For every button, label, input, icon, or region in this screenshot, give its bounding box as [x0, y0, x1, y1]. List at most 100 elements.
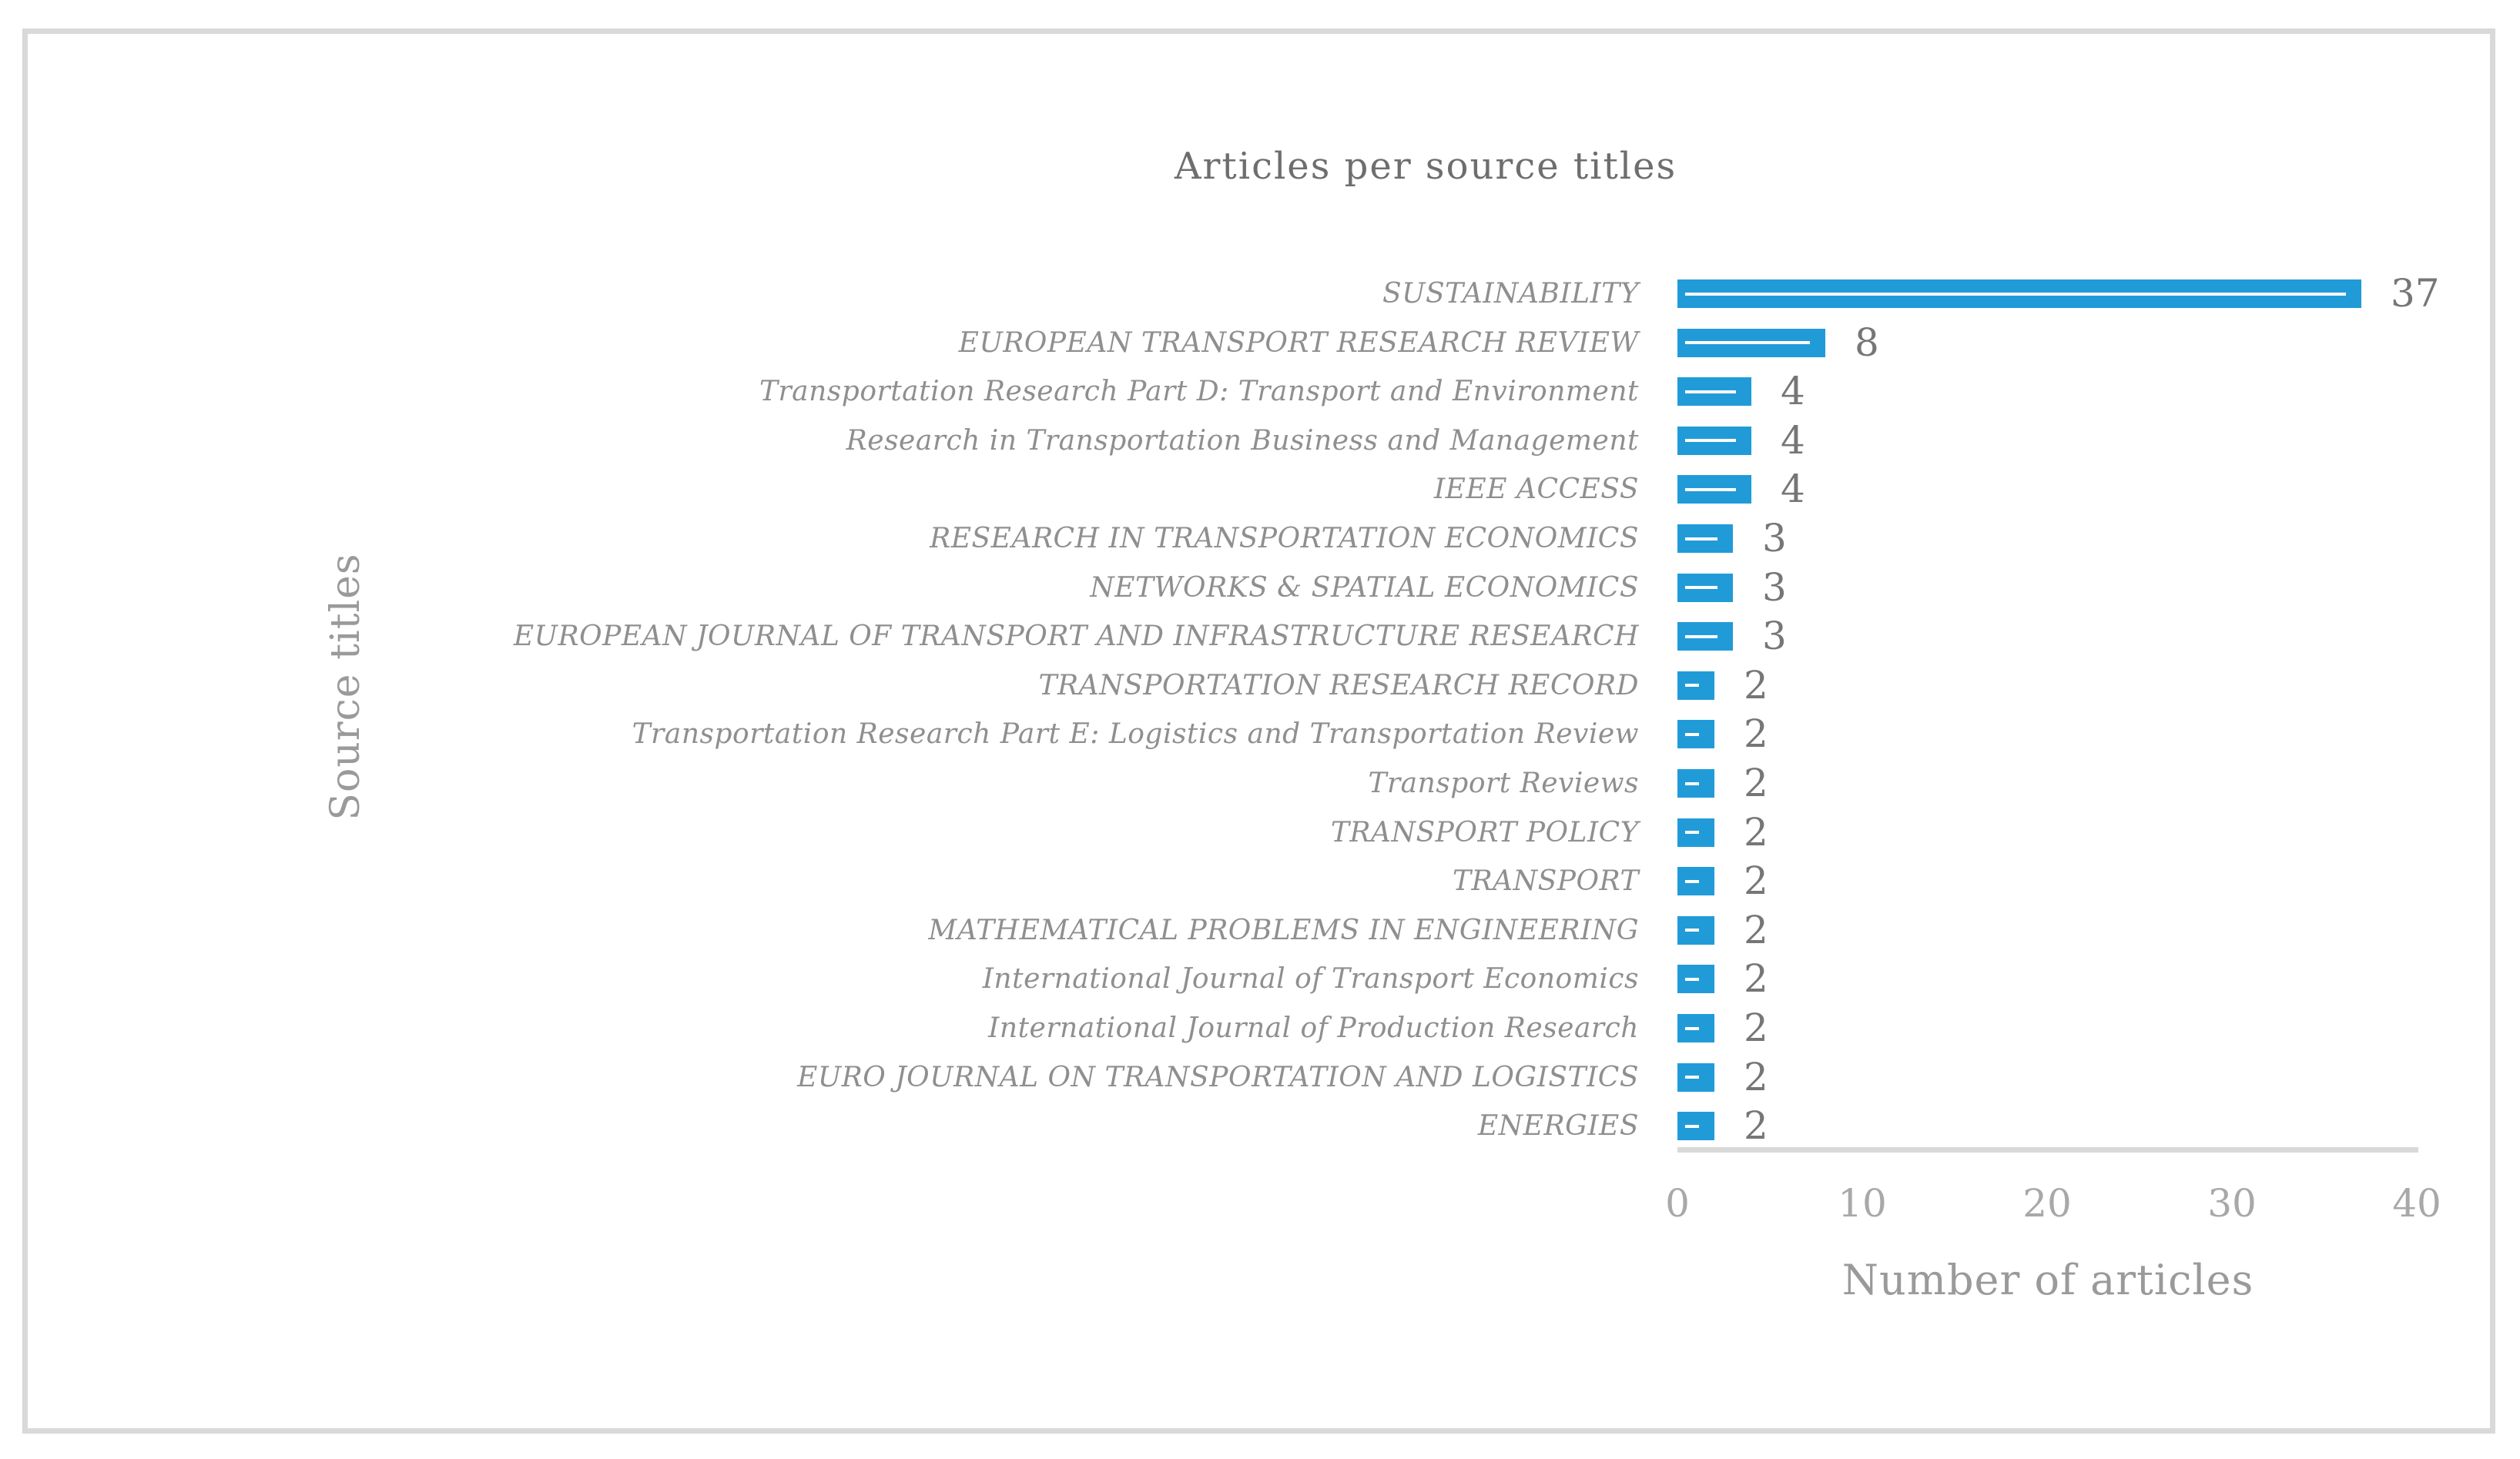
- category-label: Transportation Research Part D: Transpor…: [759, 376, 1639, 408]
- bar-row: MATHEMATICAL PROBLEMS IN ENGINEERING 2: [0, 907, 2520, 952]
- bar-row: TRANSPORTATION RESEARCH RECORD 2: [0, 662, 2520, 708]
- bar-highlight-stripe: [1685, 487, 1736, 491]
- bar-highlight-stripe: [1685, 781, 1699, 785]
- bar: [1677, 818, 1714, 847]
- value-label: 3: [1762, 564, 1787, 610]
- bar-highlight-stripe: [1685, 341, 1810, 345]
- bar-highlight-stripe: [1685, 634, 1717, 638]
- x-axis-line: [1677, 1147, 2418, 1153]
- value-label: 37: [2391, 271, 2440, 316]
- value-label: 8: [1855, 320, 1879, 365]
- bar-highlight-stripe: [1685, 537, 1717, 540]
- category-label: International Journal of Transport Econo…: [982, 963, 1639, 996]
- bar-row: EURO JOURNAL ON TRANSPORTATION AND LOGIS…: [0, 1054, 2520, 1099]
- bar-highlight-stripe: [1685, 586, 1717, 590]
- bar: [1677, 769, 1714, 798]
- bar: [1677, 965, 1714, 994]
- category-label: EUROPEAN JOURNAL OF TRANSPORT AND INFRAS…: [513, 621, 1639, 653]
- bar-row: International Journal of Transport Econo…: [0, 956, 2520, 1002]
- x-tick-label: 40: [2392, 1181, 2441, 1226]
- value-label: 3: [1762, 614, 1787, 659]
- bar-highlight-stripe: [1685, 977, 1699, 981]
- value-label: 2: [1744, 1103, 1768, 1149]
- bar-row: EUROPEAN JOURNAL OF TRANSPORT AND INFRAS…: [0, 614, 2520, 659]
- x-tick-label: 0: [1665, 1181, 1690, 1226]
- bar-row: IEEE ACCESS 4: [0, 467, 2520, 512]
- category-label: MATHEMATICAL PROBLEMS IN ENGINEERING: [928, 914, 1639, 946]
- category-label: EURO JOURNAL ON TRANSPORTATION AND LOGIS…: [797, 1061, 1639, 1093]
- bar-highlight-stripe: [1685, 1026, 1699, 1030]
- category-label: Transport Reviews: [1368, 768, 1639, 799]
- value-label: 4: [1781, 417, 1805, 463]
- bar: [1677, 1014, 1714, 1042]
- category-label: EUROPEAN TRANSPORT RESEARCH REVIEW: [958, 326, 1639, 359]
- bar-highlight-stripe: [1685, 929, 1699, 932]
- category-label: Research in Transportation Business and …: [846, 424, 1639, 457]
- value-label: 3: [1762, 516, 1787, 561]
- bar-highlight-stripe: [1685, 292, 2346, 296]
- category-label: TRANSPORT: [1453, 865, 1639, 898]
- bar-row: ENERGIES 2: [0, 1103, 2520, 1149]
- bar: [1677, 720, 1714, 749]
- bar: [1677, 524, 1733, 553]
- value-label: 2: [1744, 711, 1768, 757]
- bar: [1677, 1112, 1714, 1141]
- value-label: 4: [1781, 467, 1805, 512]
- bar-row: International Journal of Production Rese…: [0, 1006, 2520, 1050]
- x-tick-label: 10: [1838, 1181, 1887, 1226]
- bar-highlight-stripe: [1685, 684, 1699, 688]
- bar: [1677, 475, 1751, 504]
- bar: [1677, 328, 1825, 357]
- bar: [1677, 671, 1714, 700]
- bar-highlight-stripe: [1685, 732, 1699, 736]
- category-label: IEEE ACCESS: [1433, 474, 1639, 506]
- category-label: NETWORKS & SPATIAL ECONOMICS: [1090, 571, 1639, 604]
- bar-row: RESEARCH IN TRANSPORTATION ECONOMICS 3: [0, 516, 2520, 561]
- x-axis-title: Number of articles: [1841, 1256, 2254, 1304]
- bar-highlight-stripe: [1685, 1076, 1699, 1079]
- bar-row: Transport Reviews 2: [0, 761, 2520, 805]
- bar: [1677, 279, 2361, 308]
- category-label: RESEARCH IN TRANSPORTATION ECONOMICS: [930, 523, 1639, 554]
- value-label: 2: [1744, 662, 1768, 708]
- x-tick-label: 20: [2022, 1181, 2072, 1226]
- chart-frame: [22, 28, 2495, 1434]
- bar-highlight-stripe: [1685, 831, 1699, 835]
- bar: [1677, 573, 1733, 602]
- bar-row: NETWORKS & SPATIAL ECONOMICS 3: [0, 564, 2520, 610]
- bar-row: Transportation Research Part D: Transpor…: [0, 369, 2520, 414]
- bar: [1677, 426, 1751, 455]
- value-label: 2: [1744, 761, 1768, 805]
- bar-row: TRANSPORT POLICY 2: [0, 809, 2520, 855]
- bar-highlight-stripe: [1685, 439, 1736, 443]
- category-label: TRANSPORT POLICY: [1330, 816, 1639, 848]
- value-label: 2: [1744, 809, 1768, 855]
- bar: [1677, 915, 1714, 945]
- value-label: 2: [1744, 1006, 1768, 1050]
- value-label: 2: [1744, 858, 1768, 904]
- bar-row: TRANSPORT 2: [0, 858, 2520, 904]
- bar-row: Transportation Research Part E: Logistic…: [0, 711, 2520, 757]
- category-label: ENERGIES: [1477, 1110, 1639, 1143]
- category-label: International Journal of Production Rese…: [988, 1012, 1639, 1044]
- bar-highlight-stripe: [1685, 1124, 1699, 1128]
- bar-row: Research in Transportation Business and …: [0, 417, 2520, 463]
- category-label: SUSTAINABILITY: [1382, 278, 1639, 310]
- bar: [1677, 1062, 1714, 1092]
- bar-highlight-stripe: [1685, 390, 1736, 393]
- category-label: Transportation Research Part E: Logistic…: [632, 718, 1639, 751]
- value-label: 4: [1781, 369, 1805, 414]
- value-label: 2: [1744, 1054, 1768, 1099]
- bar-row: SUSTAINABILITY 37: [0, 271, 2520, 316]
- bar: [1677, 622, 1733, 651]
- bar-row: EUROPEAN TRANSPORT RESEARCH REVIEW 8: [0, 320, 2520, 365]
- value-label: 2: [1744, 907, 1768, 952]
- category-label: TRANSPORTATION RESEARCH RECORD: [1038, 669, 1639, 701]
- bar: [1677, 377, 1751, 407]
- chart-title: Articles per source titles: [1174, 145, 1677, 188]
- bar: [1677, 867, 1714, 896]
- value-label: 2: [1744, 956, 1768, 1002]
- x-tick-label: 30: [2207, 1181, 2257, 1226]
- bar-highlight-stripe: [1685, 879, 1699, 883]
